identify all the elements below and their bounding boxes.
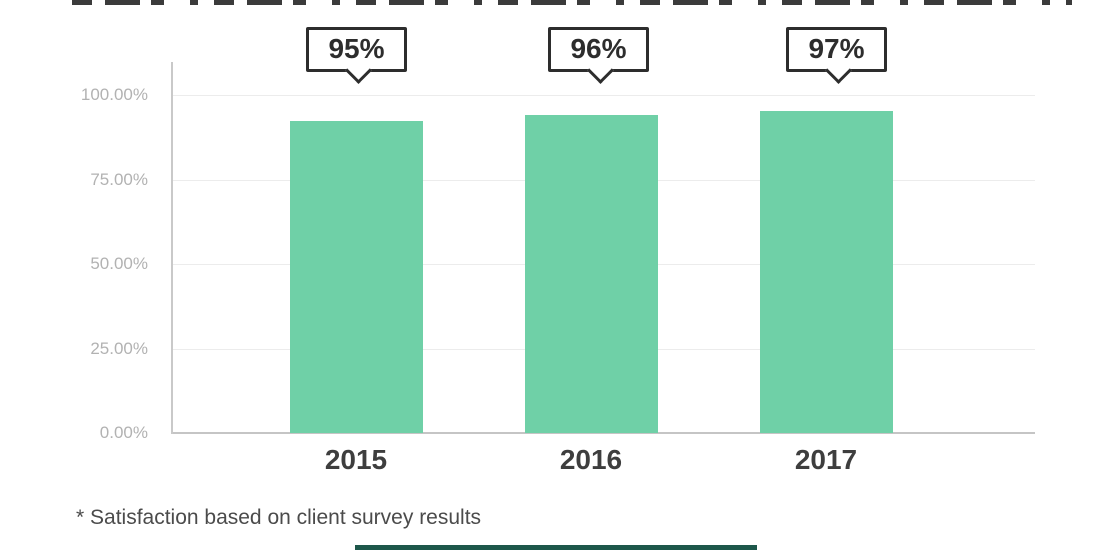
chart-footnote: * Satisfaction based on client survey re… <box>76 506 482 529</box>
y-axis-line <box>171 62 173 434</box>
x-axis-baseline <box>171 432 1035 434</box>
cropped-text-remnant-top <box>72 0 1072 5</box>
cropped-element-remnant-bottom <box>355 545 757 550</box>
x-tick-label-2017: 2017 <box>794 444 858 475</box>
bar-2017 <box>760 111 893 433</box>
gridline-100 <box>171 95 1035 96</box>
y-tick-label-50: 50.00% <box>90 254 148 273</box>
value-callout-2016: 96% <box>548 27 649 72</box>
value-callout-2015: 95% <box>306 27 407 72</box>
x-tick-label-2016: 2016 <box>559 444 623 475</box>
y-tick-label-25: 25.00% <box>90 339 148 358</box>
bar-2016 <box>525 115 658 433</box>
bar-2015 <box>290 121 423 433</box>
y-tick-label-100: 100.00% <box>80 85 148 104</box>
y-tick-label-0: 0.00% <box>99 423 148 442</box>
x-tick-label-2015: 2015 <box>324 444 388 475</box>
value-callout-2017: 97% <box>786 27 887 72</box>
y-tick-label-75: 75.00% <box>90 170 148 189</box>
